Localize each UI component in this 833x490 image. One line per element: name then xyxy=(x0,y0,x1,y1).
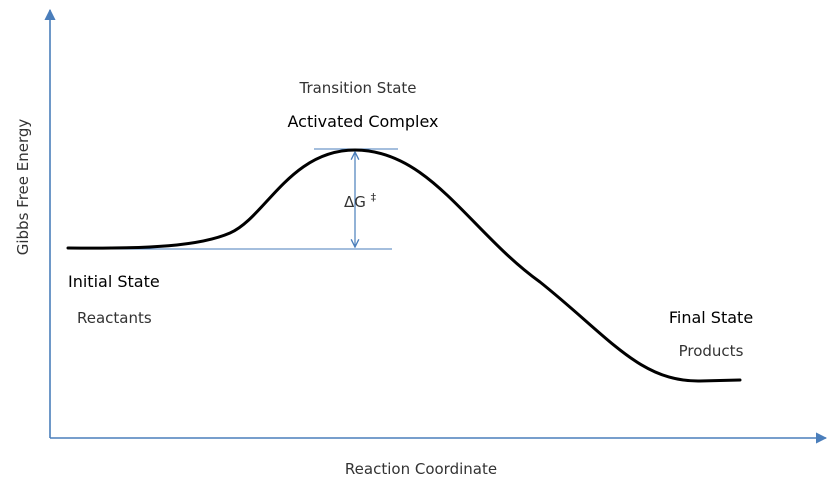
initial-state-label: Initial State xyxy=(68,272,160,291)
delta-g-label: ΔG ‡ xyxy=(344,191,377,211)
reactants-label: Reactants xyxy=(77,309,152,327)
final-state-label: Final State xyxy=(669,308,753,327)
transition-state-label: Transition State xyxy=(298,79,416,97)
x-axis-title: Reaction Coordinate xyxy=(345,460,497,478)
reaction-energy-curve xyxy=(66,148,742,383)
activated-complex-label: Activated Complex xyxy=(288,112,439,131)
delta-g-superscript: ‡ xyxy=(371,191,377,204)
y-axis-title: Gibbs Free Energy xyxy=(14,119,32,256)
products-label: Products xyxy=(679,342,744,360)
delta-g-symbol: ΔG xyxy=(344,193,366,211)
